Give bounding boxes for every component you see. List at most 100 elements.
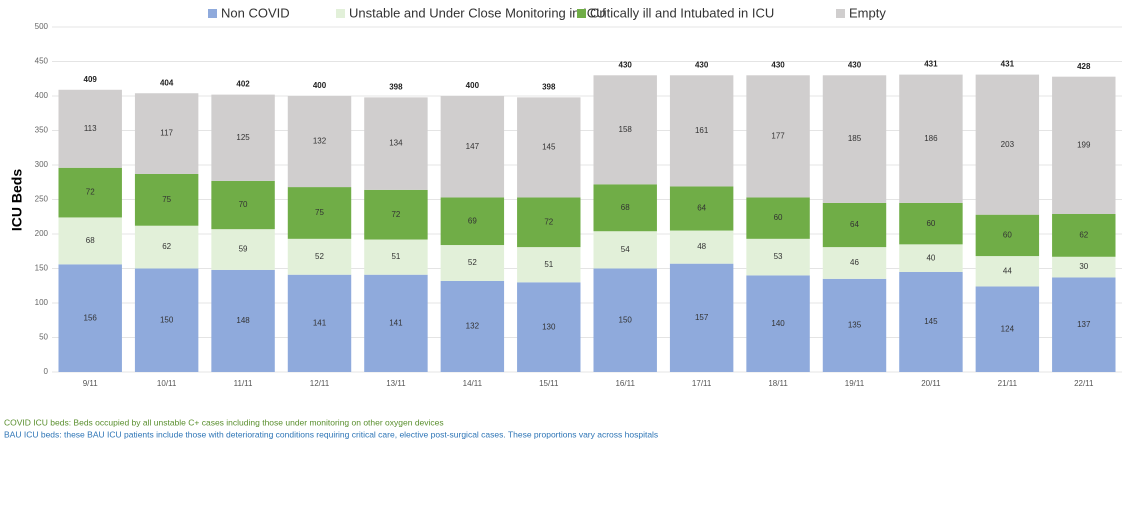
- data-label: 137: [1077, 320, 1091, 329]
- bar-segment: [440, 280, 505, 372]
- bar-segment: [134, 93, 199, 174]
- bar-segment: [822, 75, 887, 203]
- data-label: 130: [542, 322, 556, 331]
- total-label: 404: [160, 78, 174, 87]
- data-label: 132: [466, 322, 480, 331]
- data-label: 150: [160, 315, 174, 324]
- total-label: 430: [848, 60, 862, 69]
- bar-segment: [1052, 277, 1116, 372]
- legend-swatch: [208, 9, 217, 18]
- legend-swatch: [836, 9, 845, 18]
- bar-segment: [822, 202, 887, 248]
- bar-segment: [746, 75, 810, 198]
- bar-segment: [58, 167, 122, 218]
- data-label: 75: [315, 208, 324, 217]
- data-label: 60: [774, 213, 783, 222]
- total-label: 431: [924, 60, 938, 69]
- data-label: 59: [239, 245, 248, 254]
- data-label: 203: [1001, 140, 1015, 149]
- total-label: 398: [542, 82, 556, 91]
- data-label: 161: [695, 126, 709, 135]
- x-tick-label: 13/11: [386, 379, 406, 388]
- bar-segment: [593, 184, 657, 232]
- x-tick-label: 18/11: [768, 379, 788, 388]
- data-label: 69: [468, 216, 477, 225]
- bar-segment: [593, 231, 657, 269]
- x-tick-label: 15/11: [539, 379, 559, 388]
- data-label: 147: [466, 142, 480, 151]
- x-tick-label: 9/11: [83, 379, 99, 388]
- data-label: 60: [926, 219, 935, 228]
- y-tick-label: 200: [35, 229, 49, 238]
- bar-segment: [440, 96, 505, 198]
- data-label: 156: [84, 313, 98, 322]
- data-label: 145: [542, 143, 556, 152]
- bar-segment: [364, 239, 428, 275]
- bar-segment: [287, 96, 352, 188]
- bar-segment: [822, 247, 887, 279]
- data-label: 140: [771, 319, 785, 328]
- footnote: BAU ICU beds: these BAU ICU patients inc…: [4, 429, 658, 439]
- total-label: 400: [313, 81, 327, 90]
- data-label: 75: [162, 195, 171, 204]
- data-label: 72: [544, 217, 553, 226]
- bar-segment: [975, 286, 1040, 372]
- data-label: 132: [313, 137, 327, 146]
- bar-segment: [1052, 213, 1116, 257]
- data-label: 30: [1079, 262, 1088, 271]
- bar-segment: [364, 274, 428, 372]
- y-tick-label: 50: [39, 333, 48, 342]
- footnote: COVID ICU beds: Beds occupied by all uns…: [4, 417, 444, 427]
- y-tick-label: 400: [35, 91, 49, 100]
- bar-segment: [211, 180, 275, 230]
- x-tick-label: 21/11: [998, 379, 1018, 388]
- bar-segment: [287, 274, 352, 372]
- bar-segment: [669, 75, 734, 187]
- data-label: 64: [850, 220, 859, 229]
- bar-segment: [517, 97, 581, 198]
- data-label: 51: [544, 260, 553, 269]
- bar-segment: [669, 186, 734, 231]
- y-axis-label: ICU Beds: [9, 169, 25, 231]
- total-label: 400: [466, 81, 480, 90]
- bar-segment: [440, 245, 505, 281]
- data-label: 52: [315, 252, 324, 261]
- data-label: 53: [774, 252, 783, 261]
- data-label: 134: [389, 139, 403, 148]
- data-label: 148: [236, 316, 250, 325]
- data-label: 70: [239, 200, 248, 209]
- bar-segment: [287, 187, 352, 239]
- bar-segment: [975, 214, 1040, 257]
- bar-segment: [211, 229, 275, 270]
- x-tick-label: 16/11: [615, 379, 635, 388]
- bar-segment: [517, 197, 581, 248]
- y-tick-label: 500: [35, 22, 49, 31]
- y-tick-label: 250: [35, 195, 49, 204]
- total-label: 431: [1001, 60, 1015, 69]
- bar-segment: [746, 275, 810, 372]
- data-label: 141: [389, 318, 403, 327]
- legend-label: Unstable and Under Close Monitoring in I…: [349, 5, 606, 20]
- bar-segment: [287, 238, 352, 275]
- bar-segment: [593, 268, 657, 372]
- bar-segment: [899, 74, 963, 203]
- bar-segment: [134, 173, 199, 226]
- data-label: 117: [160, 129, 173, 138]
- x-tick-label: 17/11: [692, 379, 712, 388]
- bar-segment: [975, 256, 1040, 287]
- data-label: 68: [621, 203, 630, 212]
- bar-segment: [593, 75, 657, 185]
- data-label: 199: [1077, 140, 1091, 149]
- data-label: 72: [391, 210, 400, 219]
- x-tick-label: 22/11: [1074, 379, 1094, 388]
- data-label: 60: [1003, 230, 1012, 239]
- data-label: 150: [619, 315, 633, 324]
- bar-segment: [1052, 256, 1116, 278]
- data-label: 48: [697, 242, 706, 251]
- data-label: 46: [850, 258, 859, 267]
- legend-label: Empty: [849, 5, 886, 20]
- bar-segment: [899, 244, 963, 272]
- legend-label: Non COVID: [221, 5, 290, 20]
